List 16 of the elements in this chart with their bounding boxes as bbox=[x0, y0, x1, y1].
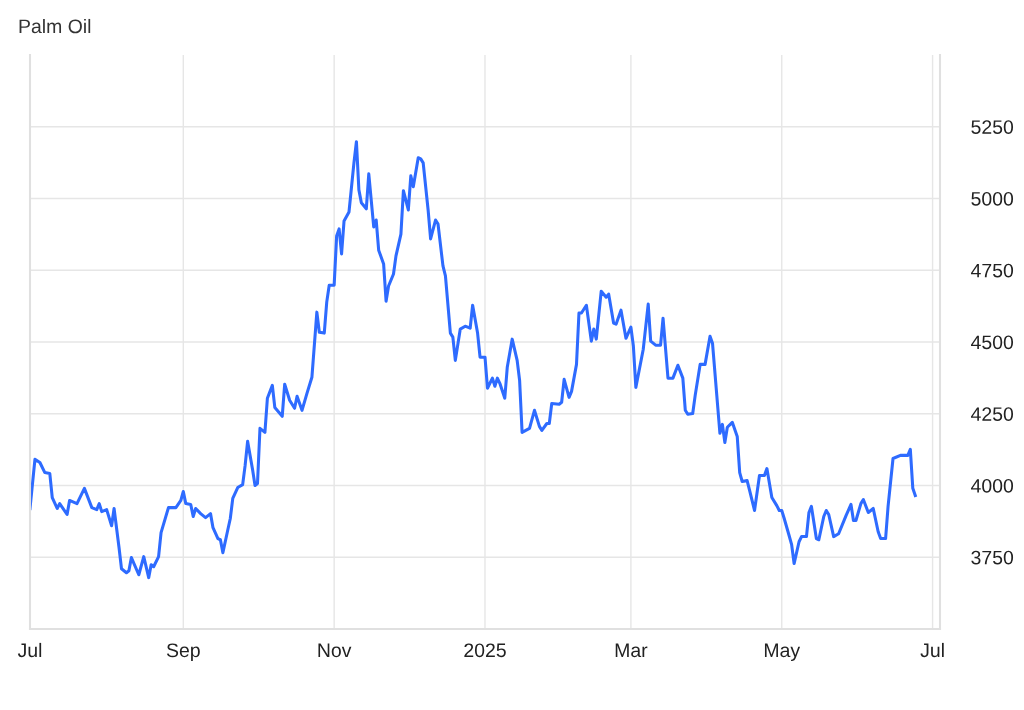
x-tick-label: Nov bbox=[318, 643, 352, 658]
x-tick-label: May bbox=[764, 643, 801, 662]
x-tick-label: Jul bbox=[920, 642, 944, 658]
y-tick-label: 5250 bbox=[971, 120, 1014, 134]
y-tick-label: 4500 bbox=[971, 335, 1014, 350]
y-tick-label: 5000 bbox=[971, 191, 1014, 206]
x-tick-label: Jul bbox=[17, 642, 42, 658]
y-tick-label: 4250 bbox=[971, 407, 1014, 421]
x-tick-label: 2025 bbox=[464, 643, 506, 658]
chart-title: Palm Oil bbox=[19, 18, 91, 34]
y-tick-label: 3750 bbox=[971, 550, 1014, 565]
x-tick-label: Mar bbox=[615, 643, 648, 658]
x-tick-label: Sep bbox=[166, 643, 200, 662]
y-tick-label: 4750 bbox=[971, 263, 1014, 278]
line-series bbox=[30, 140, 917, 580]
y-tick-label: 4000 bbox=[971, 478, 1014, 493]
